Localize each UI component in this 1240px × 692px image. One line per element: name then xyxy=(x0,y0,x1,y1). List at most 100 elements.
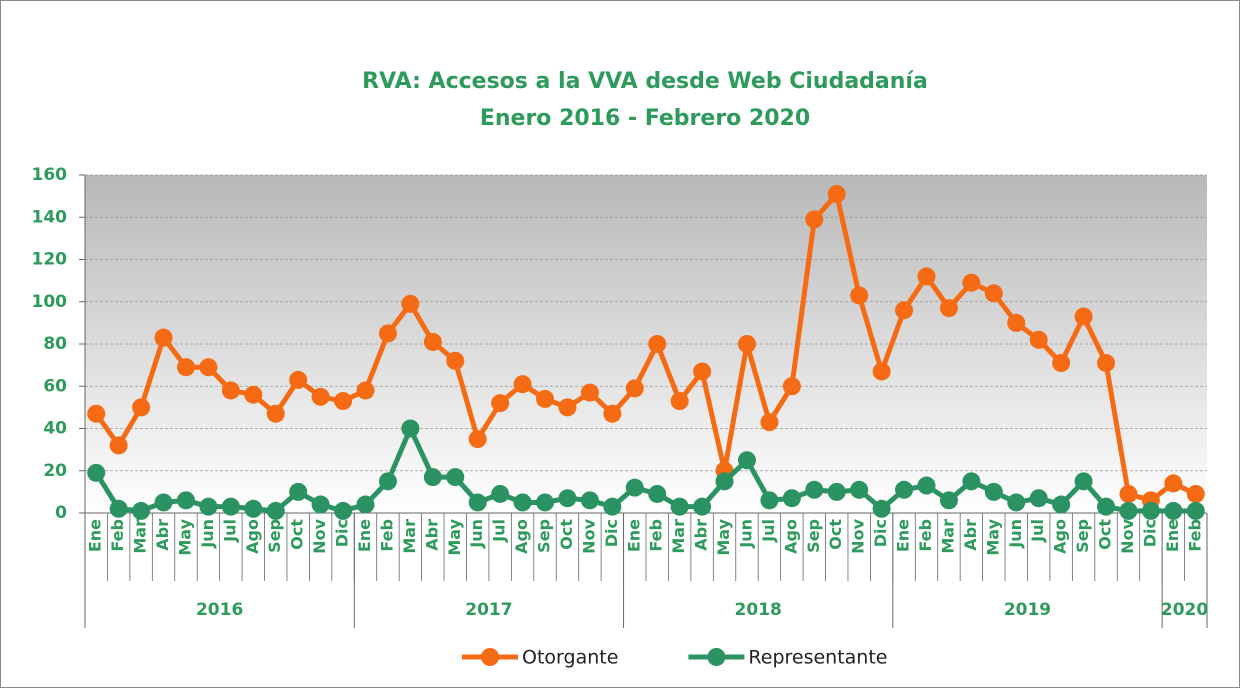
x-tick-label: Jul xyxy=(490,519,509,543)
data-point xyxy=(536,493,555,512)
x-tick-label: Ene xyxy=(1163,519,1182,552)
data-point xyxy=(244,385,263,404)
data-point xyxy=(109,436,128,455)
x-tick-label: Oct xyxy=(1096,519,1115,550)
data-point xyxy=(199,358,218,377)
data-point xyxy=(289,370,308,389)
y-tick-label: 80 xyxy=(43,334,67,354)
data-point xyxy=(917,476,936,495)
year-label: 2016 xyxy=(196,600,243,620)
data-point xyxy=(895,480,914,499)
x-tick-label: May xyxy=(445,518,464,555)
data-point xyxy=(827,482,846,501)
x-tick-label: Abr xyxy=(153,519,172,551)
data-point xyxy=(917,267,936,286)
data-point xyxy=(625,379,644,398)
x-tick-label: Sep xyxy=(804,519,823,553)
x-tick-label: Abr xyxy=(961,519,980,551)
data-point xyxy=(1074,472,1093,491)
data-point xyxy=(693,497,712,516)
data-point xyxy=(872,362,891,381)
data-point xyxy=(1097,497,1116,516)
data-point xyxy=(782,377,801,396)
data-point xyxy=(266,501,285,520)
data-point xyxy=(939,299,958,318)
x-tick-label: Nov xyxy=(849,518,868,553)
x-tick-label: Nov xyxy=(310,518,329,553)
data-point xyxy=(737,335,756,353)
x-tick-label: Nov xyxy=(1118,518,1137,553)
data-point xyxy=(558,489,577,508)
y-tick-label: 100 xyxy=(32,292,68,312)
x-tick-label: Jun xyxy=(736,519,755,549)
x-tick-label: Ene xyxy=(894,519,913,552)
x-tick-label: Nov xyxy=(579,518,598,553)
data-point xyxy=(491,484,510,503)
x-tick-label: Jul xyxy=(220,519,239,543)
y-tick-label: 20 xyxy=(43,461,67,481)
x-tick-label: Ene xyxy=(624,519,643,552)
data-point xyxy=(1052,354,1071,373)
data-point xyxy=(760,491,779,510)
data-point xyxy=(603,497,622,516)
x-tick-label: Ago xyxy=(512,519,531,554)
data-point xyxy=(491,394,510,413)
data-point xyxy=(737,451,756,470)
y-tick-label: 40 xyxy=(43,419,67,439)
year-label: 2020 xyxy=(1161,600,1208,620)
data-point xyxy=(154,493,173,512)
data-point xyxy=(244,499,263,518)
data-point xyxy=(468,430,487,449)
x-tick-label: Dic xyxy=(602,519,621,547)
x-tick-label: Dic xyxy=(1140,519,1159,547)
legend-label: Otorgante xyxy=(522,647,618,669)
data-point xyxy=(670,392,689,411)
data-point xyxy=(513,375,532,394)
data-point xyxy=(1007,493,1026,512)
data-point xyxy=(603,404,622,423)
data-point xyxy=(670,497,689,516)
x-tick-label: Sep xyxy=(265,519,284,553)
data-point xyxy=(221,497,240,516)
data-point xyxy=(805,210,824,229)
data-point xyxy=(1119,501,1138,520)
data-point xyxy=(334,501,353,520)
data-point xyxy=(1164,501,1183,520)
data-point xyxy=(356,495,375,514)
data-point xyxy=(154,328,173,347)
data-point xyxy=(580,383,599,402)
x-tick-label: Oct xyxy=(826,519,845,550)
chart-subtitle: Enero 2016 - Febrero 2020 xyxy=(480,106,810,131)
data-point xyxy=(1164,474,1183,493)
x-tick-label: Ago xyxy=(781,519,800,554)
data-point xyxy=(693,362,712,381)
data-point xyxy=(625,478,644,497)
x-tick-label: Dic xyxy=(871,519,890,547)
data-point xyxy=(1186,501,1205,520)
data-point xyxy=(423,332,442,351)
data-point xyxy=(1097,354,1116,373)
data-point xyxy=(1007,313,1026,332)
y-tick-label: 60 xyxy=(43,376,67,396)
data-point xyxy=(87,404,106,423)
data-point xyxy=(446,351,465,370)
year-label: 2017 xyxy=(465,600,512,620)
data-point xyxy=(1029,489,1048,508)
data-point xyxy=(805,480,824,499)
data-point xyxy=(311,387,330,406)
data-point xyxy=(962,472,981,491)
data-point xyxy=(176,491,195,510)
x-tick-label: Ago xyxy=(1051,519,1070,554)
chart-title: RVA: Accesos a la VVA desde Web Ciudadan… xyxy=(362,69,928,94)
data-point xyxy=(984,482,1003,501)
data-point xyxy=(132,398,151,417)
data-point xyxy=(648,335,667,353)
year-label: 2018 xyxy=(735,600,782,620)
data-point xyxy=(132,501,151,520)
data-point xyxy=(199,497,218,516)
x-tick-label: Feb xyxy=(377,519,396,552)
legend-label: Representante xyxy=(748,647,887,669)
data-point xyxy=(401,294,420,313)
data-point xyxy=(580,491,599,510)
